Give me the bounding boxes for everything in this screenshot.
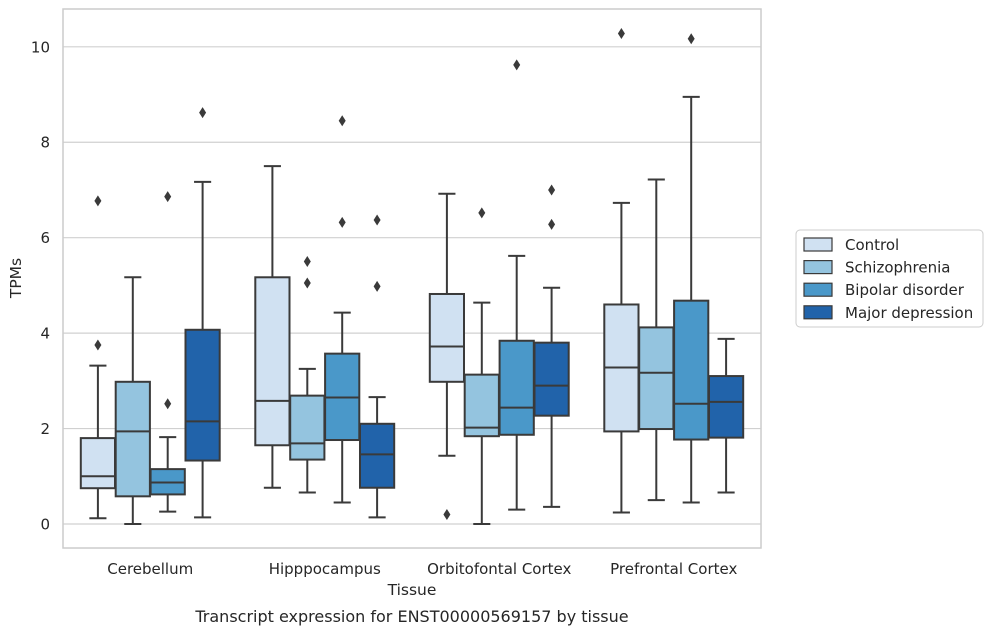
outlier-point — [548, 184, 556, 196]
legend: Control Schizophrenia Bipolar disorder Majo… — [795, 229, 984, 328]
box-bipolar-disorder — [673, 33, 710, 504]
box-bipolar-disorder — [324, 115, 361, 504]
y-tick-label: 6 — [40, 229, 50, 247]
outlier-point — [443, 508, 451, 520]
iqr-box — [79, 437, 117, 490]
outlier-point — [303, 277, 311, 289]
iqr-box — [184, 328, 221, 462]
box-control — [428, 192, 466, 520]
outlier-point — [338, 115, 346, 127]
iqr-box — [707, 375, 745, 439]
plot-frame — [62, 8, 762, 549]
outlier-point — [373, 280, 381, 292]
x-tick-label: Orbitofontal Cortex — [427, 560, 571, 578]
outlier-point — [94, 195, 102, 207]
legend-swatch — [803, 282, 833, 297]
x-tick-label: Cerebellum — [107, 560, 193, 578]
outlier-point — [94, 339, 102, 351]
legend-label: Bipolar disorder — [845, 281, 965, 299]
box-major-depression — [707, 337, 745, 494]
box-schizophrenia — [289, 256, 326, 494]
iqr-box — [289, 394, 326, 461]
outlier-point — [478, 207, 486, 219]
legend-items: Control Schizophrenia Bipolar disorder Majo… — [803, 236, 973, 322]
iqr-box — [673, 299, 710, 441]
x-tick-labels: Cerebellum Hipppocampus Orbitofontal Corte… — [107, 560, 737, 578]
iqr-box — [358, 422, 396, 489]
iqr-box — [254, 276, 291, 447]
legend-label: Major depression — [845, 304, 973, 322]
y-tick-label: 8 — [40, 134, 50, 152]
x-axis-label: Tissue — [387, 581, 437, 599]
box-schizophrenia — [463, 207, 500, 525]
box-schizophrenia — [638, 178, 675, 502]
chart-caption: Transcript expression for ENST0000056915… — [194, 607, 628, 626]
box-schizophrenia — [114, 276, 151, 525]
y-tick-label: 4 — [40, 325, 50, 343]
box-bipolar-disorder — [498, 59, 535, 511]
box-control — [603, 27, 640, 514]
iqr-box — [463, 373, 500, 438]
outlier-point — [513, 59, 521, 71]
y-tick-label: 0 — [40, 516, 50, 534]
outlier-point — [303, 256, 311, 268]
box-control — [254, 165, 291, 489]
legend-label: Schizophrenia — [845, 259, 950, 277]
legend-swatch — [803, 305, 833, 320]
outlier-point — [617, 27, 625, 39]
iqr-box — [114, 380, 151, 498]
iqr-box — [498, 339, 535, 436]
gridlines — [63, 46, 761, 525]
legend-label: Control — [845, 236, 899, 254]
y-tick-labels: 0 2 4 6 8 10 — [31, 38, 50, 533]
x-tick-label: Prefrontal Cortex — [610, 560, 737, 578]
legend-swatch — [803, 237, 833, 252]
outlier-point — [373, 214, 381, 226]
outlier-point — [164, 191, 172, 203]
box-layer — [79, 27, 745, 525]
outlier-point — [687, 33, 695, 45]
outlier-point — [548, 218, 556, 230]
x-tick-label: Hipppocampus — [269, 560, 381, 578]
outlier-point — [164, 398, 172, 410]
box-major-depression — [533, 184, 570, 508]
outlier-point — [338, 216, 346, 228]
iqr-box — [428, 292, 466, 383]
legend-swatch — [803, 260, 833, 275]
box-bipolar-disorder — [149, 191, 186, 513]
box-major-depression — [184, 107, 221, 519]
iqr-box — [638, 326, 675, 431]
box-major-depression — [358, 214, 396, 519]
iqr-box — [533, 341, 570, 417]
y-tick-label: 2 — [40, 420, 50, 438]
y-tick-label: 10 — [31, 38, 50, 56]
box-control — [79, 195, 117, 520]
legend-frame — [795, 229, 984, 328]
y-axis-label: TPMs — [7, 258, 25, 299]
outlier-point — [199, 107, 207, 119]
